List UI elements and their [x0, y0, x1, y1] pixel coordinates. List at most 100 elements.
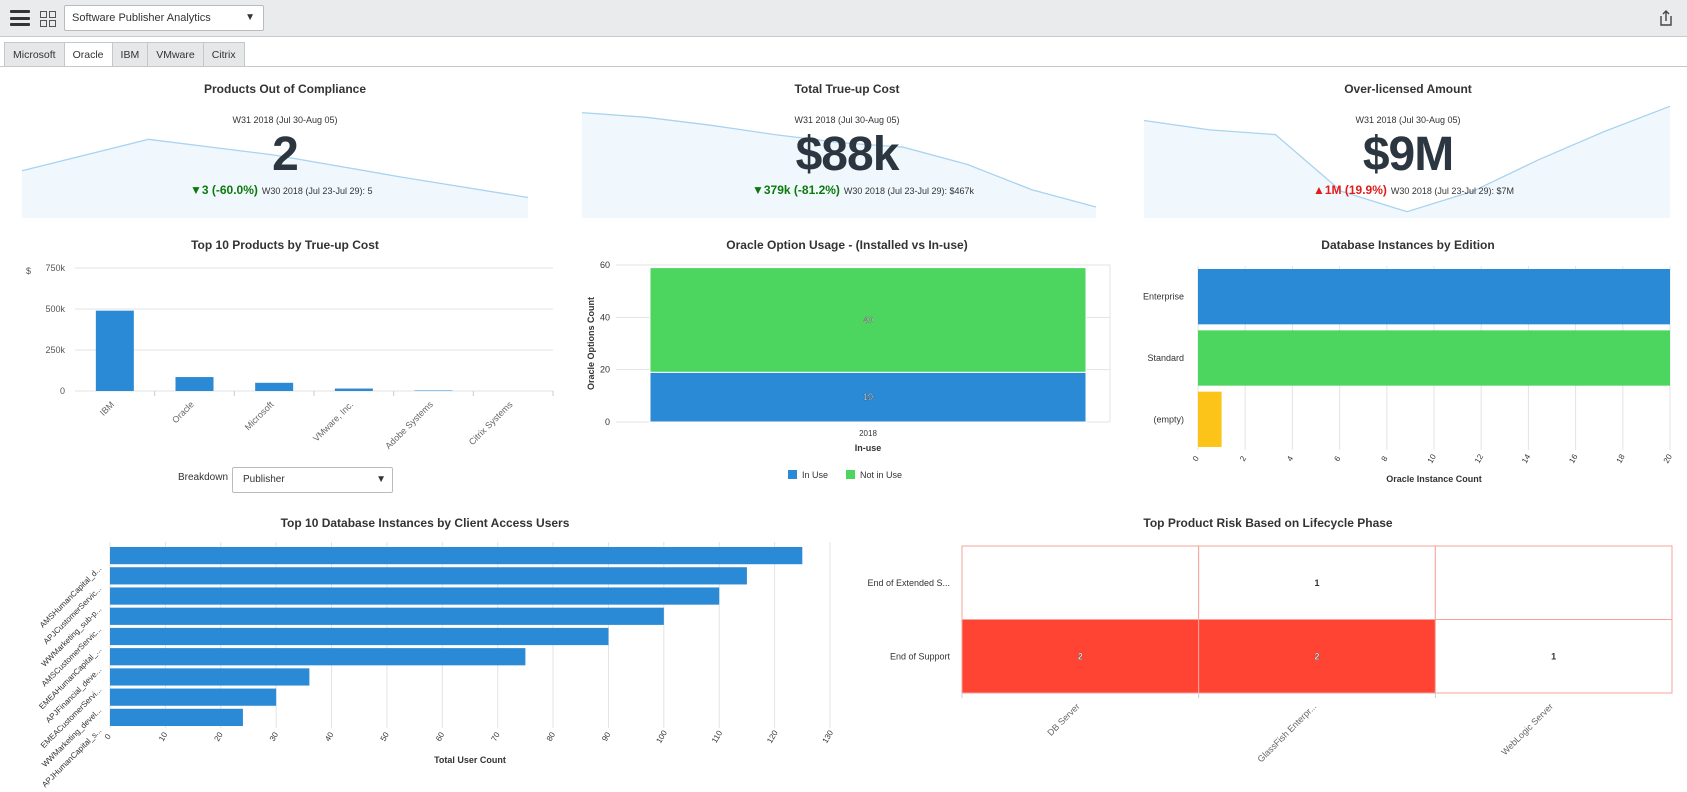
kpi-title: Over-licensed Amount — [1344, 82, 1472, 96]
bar — [110, 547, 803, 565]
sparkline-area — [1144, 106, 1670, 218]
data-label: 19 — [863, 392, 873, 402]
kpi-delta-value: ▲1M (19.9%) — [1313, 183, 1387, 197]
x-tick-label: 130 — [821, 728, 836, 745]
y-tick-label: 0 — [605, 417, 610, 427]
x-tick-label: 10 — [1426, 452, 1439, 465]
cell-value: 2 — [1314, 651, 1319, 661]
top10-products-chart: Top 10 Products by True-up Cost $0 250k 500… — [26, 238, 554, 451]
share-icon[interactable] — [1659, 9, 1673, 27]
kpi-value: $9M — [1362, 128, 1454, 181]
bar — [175, 377, 214, 391]
y-axis-label: Oracle Options Count — [586, 297, 596, 390]
grid-view-icon[interactable] — [40, 11, 57, 27]
heatmap-cell — [1198, 619, 1436, 694]
bar — [110, 668, 310, 686]
heatmap-cell — [961, 619, 1200, 694]
bar — [110, 688, 277, 706]
y-tick-label: 60 — [600, 260, 610, 270]
chart-title: Top Product Risk Based on Lifecycle Phas… — [1143, 516, 1393, 530]
x-tick-label: 80 — [545, 730, 558, 743]
stacked-bar-segment — [649, 371, 1087, 423]
row-label: End of Support — [890, 651, 951, 661]
oracle-option-usage-chart: Oracle Option Usage - (Installed vs In-u… — [586, 238, 1111, 453]
bar — [1198, 330, 1670, 386]
kpi-previous: W30 2018 (Jul 23-Jul 29): $7M — [1390, 186, 1514, 196]
sparkline-line — [21, 138, 529, 199]
x-tick-label: Microsoft — [243, 399, 276, 432]
x-tick-label: 14 — [1520, 452, 1533, 465]
x-tick-label: 20 — [1662, 452, 1675, 465]
x-tick-label: 6 — [1332, 454, 1342, 463]
x-tick-label: 20 — [212, 730, 225, 743]
publisher-tabs: Microsoft Oracle IBM VMware Citrix — [4, 42, 245, 67]
cell-value: 1 — [1551, 651, 1556, 661]
x-tick-label: 10 — [157, 730, 170, 743]
tab-oracle[interactable]: Oracle — [63, 42, 113, 67]
chart-title: Top 10 Database Instances by Client Acce… — [281, 516, 570, 530]
chevron-down-icon: ▼ — [245, 12, 255, 23]
bar — [334, 388, 373, 391]
heatmap-cell — [1198, 545, 1436, 620]
x-tick-label: WebLogic Server — [1499, 701, 1555, 757]
breakdown-label: Breakdown — [178, 472, 229, 483]
x-tick-label: 8 — [1380, 454, 1390, 463]
dashboard-select[interactable]: Software Publisher Analytics ▼ — [64, 5, 264, 31]
tab-microsoft[interactable]: Microsoft — [4, 42, 65, 67]
kpi-delta: ▼3 (-60.0%) W30 2018 (Jul 23-Jul 29): 5 — [190, 183, 372, 197]
kpi-delta: ▲1M (19.9%) W30 2018 (Jul 23-Jul 29): $7M — [1313, 183, 1514, 197]
kpi-period: W31 2018 (Jul 30-Aug 05) — [1355, 115, 1461, 125]
bar — [110, 567, 747, 585]
bar — [1198, 391, 1222, 447]
bar — [110, 627, 609, 646]
dashboard-select-value: Software Publisher Analytics — [72, 12, 211, 24]
legend-item-in-use[interactable]: In Use — [788, 470, 828, 480]
y-tick-label: 750k — [45, 263, 65, 273]
cell-value: 1 — [1314, 578, 1319, 588]
bar — [1198, 269, 1670, 325]
x-tick-label: 70 — [489, 730, 502, 743]
x-tick-label: 12 — [1473, 452, 1486, 465]
tab-citrix[interactable]: Citrix — [202, 42, 245, 67]
x-axis-label: Total User Count — [434, 755, 506, 765]
y-tick-label: 500k — [45, 304, 65, 314]
y-axis-label: $ — [26, 266, 31, 276]
breakdown-select[interactable]: Publisher ▼ — [232, 467, 393, 493]
hamburger-menu-icon[interactable] — [10, 10, 30, 26]
y-tick-label: 250k — [45, 345, 65, 355]
legend-item-not-in-use[interactable]: Not in Use — [846, 470, 902, 480]
kpi-delta-value: ▼3 (-60.0%) — [190, 183, 258, 197]
legend-swatch — [788, 470, 797, 479]
kpi-delta-value: ▼379k (-81.2%) — [752, 183, 840, 197]
chart-title: Database Instances by Edition — [1321, 238, 1494, 252]
x-tick-label: 18 — [1615, 452, 1628, 465]
x-tick-label: 4 — [1285, 454, 1295, 463]
bar — [110, 587, 720, 605]
heatmap-cell — [1434, 545, 1673, 620]
bar — [110, 607, 664, 625]
kpi-period: W31 2018 (Jul 30-Aug 05) — [794, 115, 900, 125]
kpi-delta: ▼379k (-81.2%) W30 2018 (Jul 23-Jul 29): … — [752, 183, 974, 197]
tab-ibm[interactable]: IBM — [111, 42, 149, 67]
tab-divider — [0, 66, 1687, 67]
x-tick-label: 120 — [765, 728, 780, 745]
x-tick-label: DB Server — [1045, 701, 1081, 737]
x-tick-label: IBM — [98, 399, 116, 417]
kpi-previous: W30 2018 (Jul 23-Jul 29): $467k — [843, 186, 974, 196]
heatmap-cell — [961, 545, 1200, 620]
stacked-bar-segment — [649, 267, 1087, 373]
top10-db-instances-chart: Top 10 Database Instances by Client Acce… — [37, 516, 836, 789]
tab-vmware[interactable]: VMware — [147, 42, 204, 67]
x-tick-label: 100 — [654, 728, 669, 745]
legend-label: Not in Use — [860, 470, 903, 480]
x-axis-label: Oracle Instance Count — [1386, 474, 1482, 484]
x-tick-label: 30 — [268, 730, 281, 743]
sparkline-area — [22, 139, 528, 218]
x-axis-label: In-use — [855, 443, 882, 453]
bar — [110, 708, 243, 726]
row-label: End of Extended S... — [867, 578, 950, 588]
x-tick-label: 2 — [1238, 454, 1248, 463]
bar — [95, 310, 134, 391]
x-tick-label: 110 — [710, 729, 724, 745]
cell-value: 2 — [1078, 651, 1083, 661]
